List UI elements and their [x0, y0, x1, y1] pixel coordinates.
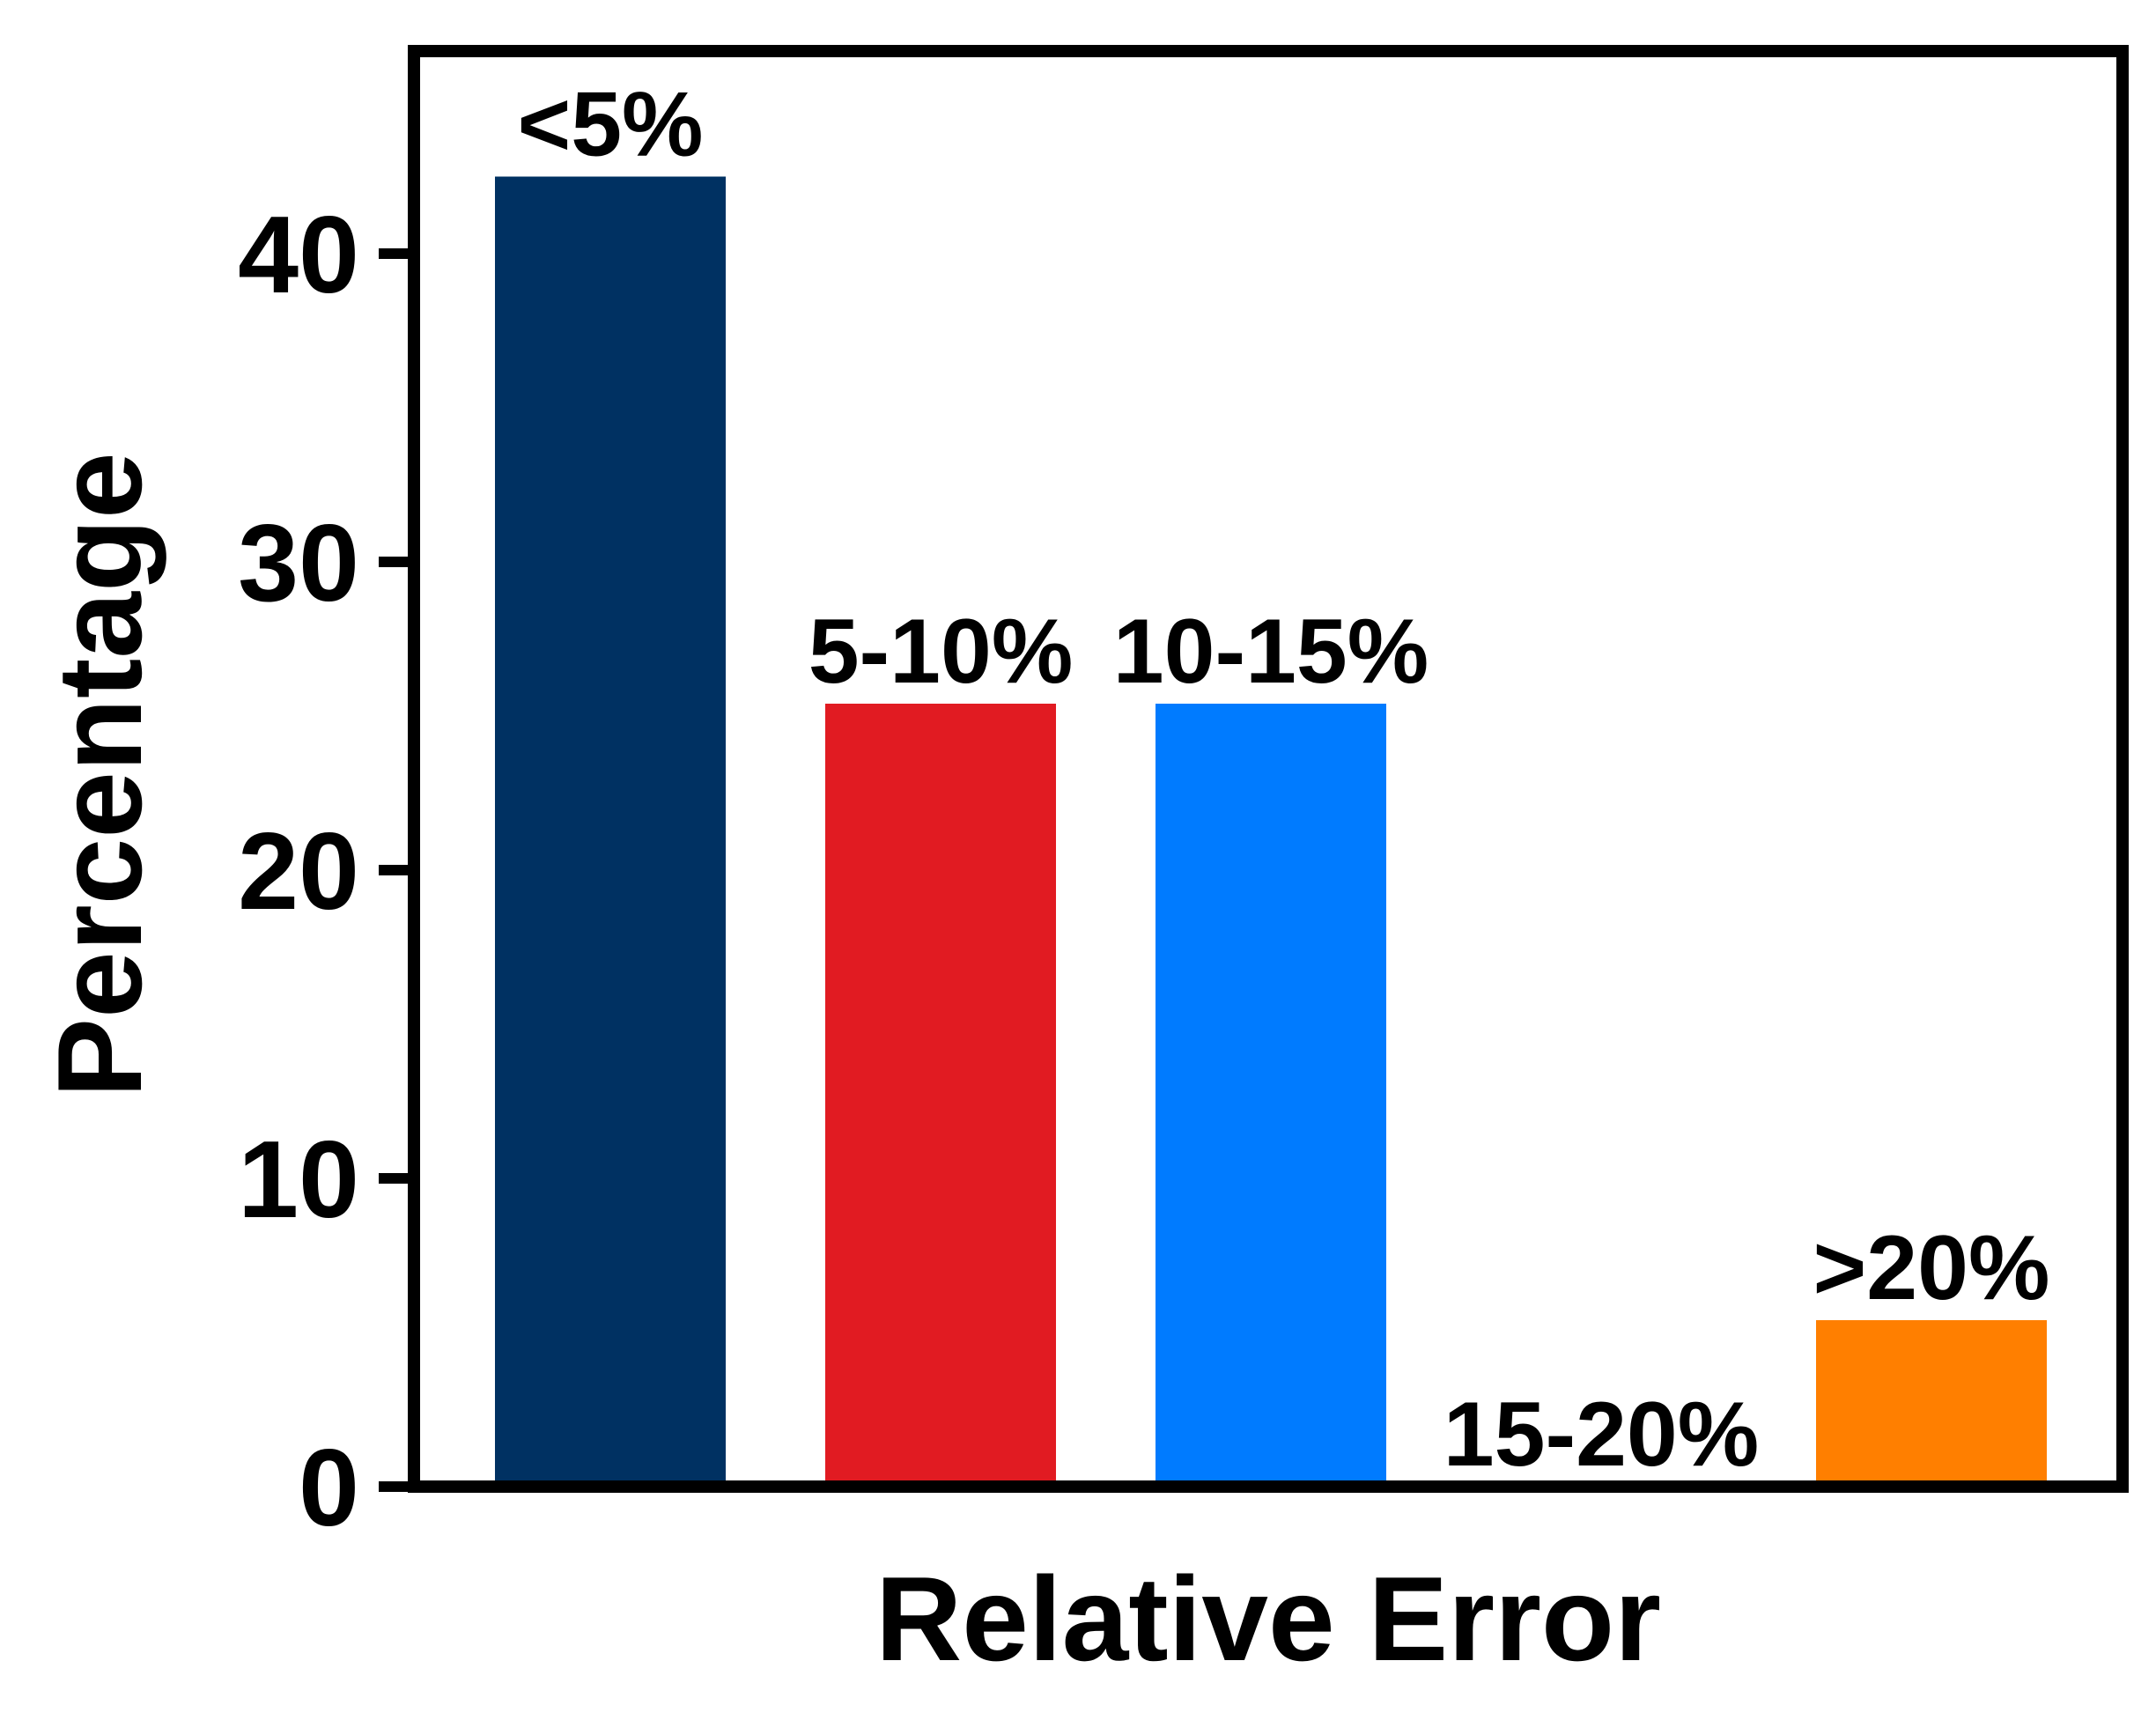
bar-4 [1816, 1320, 2047, 1487]
bar-label-4: >20% [1813, 1217, 2050, 1319]
bar-1 [825, 704, 1056, 1487]
x-axis-label: Relative Error [875, 1552, 1661, 1686]
bar-label-1: 5-10% [808, 601, 1074, 703]
bars-layer [495, 176, 2047, 1487]
y-tick-label-2: 20 [238, 811, 359, 933]
bar-label-2: 10-15% [1113, 601, 1429, 703]
y-axis: 0 10 20 30 40 [238, 195, 414, 1549]
bar-label-0: <5% [517, 74, 703, 176]
plot-frame [408, 45, 2129, 1493]
y-tick-label-0: 0 [299, 1428, 359, 1549]
y-tick-label-3: 30 [238, 503, 359, 624]
bar-2 [1156, 704, 1386, 1487]
y-tick-label-1: 10 [238, 1119, 359, 1241]
y-axis-label: Percentage [33, 452, 166, 1097]
bar-0 [495, 176, 726, 1487]
y-tick-label-4: 40 [238, 195, 359, 316]
bar-label-3: 15-20% [1443, 1384, 1759, 1486]
bar-labels-layer: <5% 5-10% 10-15% 15-20% >20% [517, 74, 2049, 1487]
